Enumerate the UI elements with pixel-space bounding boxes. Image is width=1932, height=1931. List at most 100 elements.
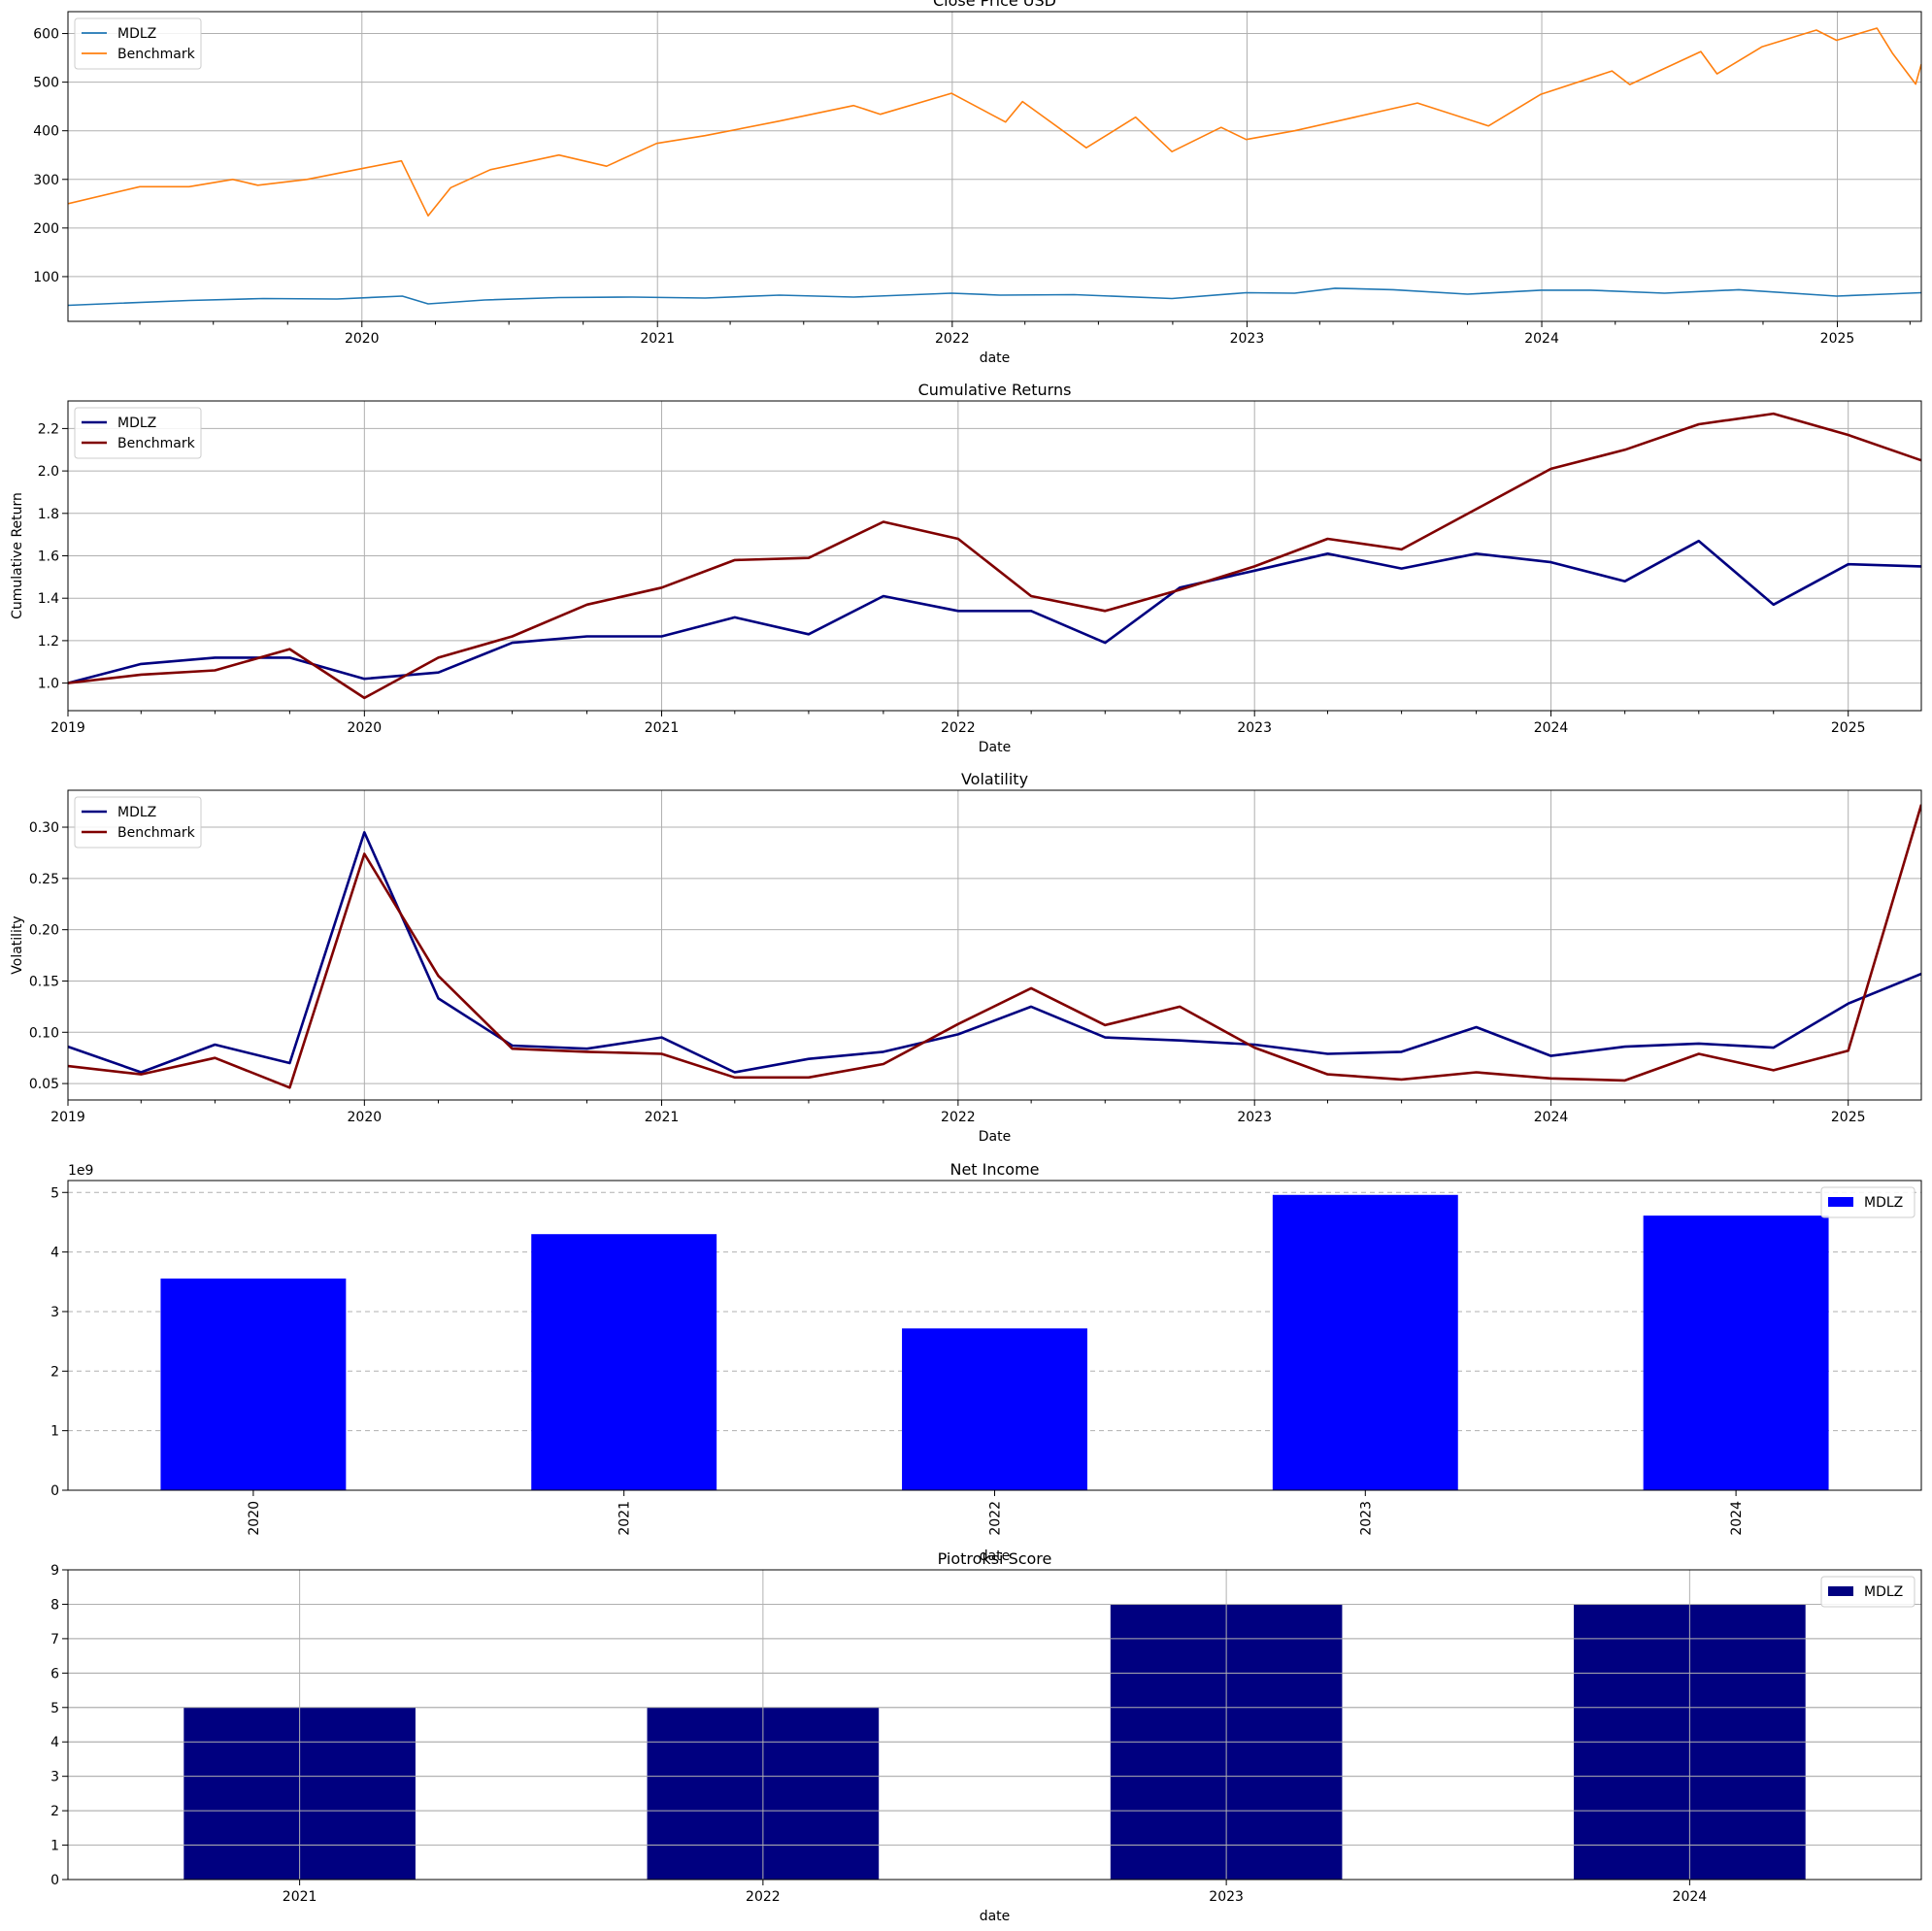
x-tick-label: 2020 [345,331,380,347]
y-tick-label: 400 [33,124,59,140]
x-tick-label: 2021 [645,1110,680,1125]
y-tick-label: 7 [50,1632,59,1648]
x-tick-label: 2024 [1534,720,1569,736]
series-line-benchmark [68,412,1921,700]
series-line-mdlz [68,830,1921,1074]
x-tick-label: 2021 [640,331,675,347]
y-tick-label: 6 [50,1666,59,1681]
x-tick-label: 2022 [746,1889,781,1905]
legend: MDLZ Benchmark [74,17,202,70]
chart-title: Cumulative Returns [918,381,1072,399]
y-offset-text: 1e9 [68,1163,93,1179]
chart-3: Volatility 2019 2020 2021 2022 2023 2024 2025 0.… [10,770,1922,1145]
x-axis-label: date [980,1909,1011,1924]
legend-label: MDLZ [117,805,156,820]
y-tick-label: 1 [50,1424,59,1440]
legend: MDLZ Benchmark [74,796,202,849]
axes-frame [67,400,1922,712]
legend-label: MDLZ [117,416,156,431]
y-tick-label: 0.05 [29,1077,59,1092]
x-tick-label: 2024 [1534,1110,1569,1125]
y-tick-label: 3 [50,1305,59,1320]
chart-2: Cumulative Returns 2019 2020 2021 2022 2023 20… [10,381,1922,755]
legend-label: Benchmark [117,47,196,62]
legend: MDLZ [1820,1186,1915,1218]
x-tick-label: 2023 [1209,1889,1244,1905]
legend-box [1820,1576,1915,1608]
x-tick-label: 2021 [617,1501,633,1536]
x-tick-label: 2022 [941,1110,976,1125]
x-tick-label: 2024 [1524,331,1559,347]
chart-title: Close Price USD [933,0,1056,10]
y-tick-label: 3 [50,1770,59,1785]
series-line-mdlz [68,287,1921,307]
x-tick-label: 2024 [1673,1889,1708,1905]
y-tick-label: 5 [50,1185,59,1201]
series-line-benchmark [68,804,1921,1089]
x-tick-label: 2020 [348,1110,383,1125]
series-line-mdlz [68,539,1921,684]
x-tick-label: 2019 [50,720,85,736]
x-tick-label: 2022 [935,331,970,347]
y-tick-label: 0.10 [29,1025,59,1041]
legend-label: MDLZ [1864,1584,1903,1600]
legend-label: MDLZ [1864,1195,1903,1211]
chart-1: Close Price USD 2020 2021 2022 2023 2024 2025 1… [33,0,1922,366]
bar-2021 [531,1234,717,1490]
x-axis-label: date [980,1548,1011,1564]
x-axis-label: date [980,350,1011,366]
x-tick-label: 2024 [1729,1501,1745,1536]
legend-swatch [1828,1586,1853,1596]
legend-label: Benchmark [117,825,196,841]
x-tick-label: 2025 [1831,720,1866,736]
x-tick-label: 2022 [988,1501,1004,1536]
legend: MDLZ Benchmark [74,407,202,459]
x-tick-label: 2019 [50,1110,85,1125]
x-tick-label: 2020 [348,720,383,736]
x-axis-label: Date [979,1129,1011,1145]
x-tick-label: 2025 [1831,1110,1866,1125]
legend-box [1820,1186,1915,1218]
legend: MDLZ [1820,1576,1915,1608]
axes-frame [67,1569,1922,1881]
x-tick-label: 2023 [1237,720,1272,736]
bar-2023 [1272,1194,1458,1490]
y-tick-label: 500 [33,76,59,91]
y-tick-label: 2.0 [38,464,59,480]
y-tick-label: 8 [50,1597,59,1613]
x-tick-label: 2023 [1237,1110,1272,1125]
bar-2024 [1643,1215,1829,1490]
axes-frame [67,11,1922,322]
x-tick-label: 2025 [1820,331,1855,347]
y-tick-label: 0 [50,1483,59,1499]
legend-swatch [1828,1197,1853,1207]
y-tick-label: 1.2 [38,634,59,649]
legend-label: MDLZ [117,26,156,42]
y-tick-label: 5 [50,1701,59,1716]
chart-5: Piotroksi Score 0 1 2 3 4 5 6 7 8 9 2021 2022 2023 202… [50,1549,1922,1924]
y-tick-label: 1 [50,1839,59,1854]
y-tick-label: 4 [50,1735,59,1750]
x-tick-label: 2022 [941,720,976,736]
x-tick-label: 2023 [1358,1501,1374,1536]
axes-frame [67,1180,1922,1491]
legend-box [74,796,202,849]
bar-2022 [902,1328,1087,1490]
y-tick-label: 600 [33,27,59,43]
chart-title: Volatility [961,770,1028,788]
legend-box [74,407,202,459]
y-tick-label: 1.8 [38,507,59,522]
legend-label: Benchmark [117,436,196,451]
y-tick-label: 0.25 [29,872,59,887]
y-tick-label: 0.30 [29,820,59,836]
x-axis-label: Date [979,740,1011,755]
bar-2020 [160,1278,347,1490]
series-line-benchmark [68,27,1921,217]
x-tick-label: 2023 [1230,331,1265,347]
y-tick-label: 1.6 [38,549,59,565]
y-tick-label: 0.20 [29,923,59,939]
y-tick-label: 0.15 [29,974,59,989]
y-tick-label: 2 [50,1804,59,1819]
y-tick-label: 1.4 [38,591,59,607]
